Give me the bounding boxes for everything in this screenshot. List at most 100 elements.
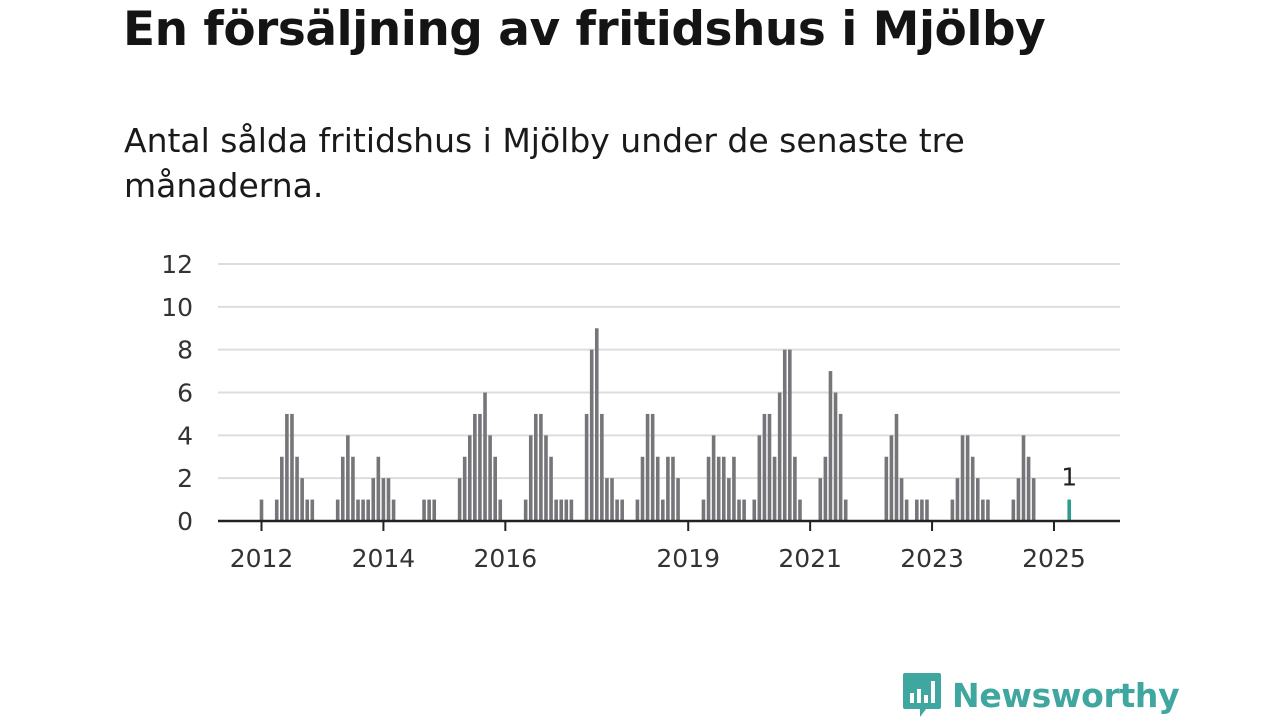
bar: [757, 435, 762, 521]
y-tick-label: 12: [161, 250, 193, 279]
bar: [716, 456, 721, 521]
bar: [381, 478, 386, 521]
bar: [589, 349, 594, 521]
bar: [310, 499, 315, 521]
bar: [798, 499, 802, 521]
y-tick-label: 6: [177, 379, 193, 408]
bar: [650, 413, 655, 521]
bar: [295, 456, 299, 521]
bar: [457, 478, 462, 521]
y-axis-ticks: 0 2 4 6 8 10 12: [161, 250, 193, 536]
bar: [711, 435, 716, 521]
bar: [376, 456, 381, 521]
bar: [305, 499, 310, 521]
bar: [371, 478, 376, 521]
bar: [462, 456, 467, 521]
bar: [290, 413, 294, 521]
bar: [1026, 456, 1031, 521]
bar: [493, 456, 497, 521]
bar: [488, 435, 492, 521]
bar: [361, 499, 365, 521]
bar: [793, 456, 797, 521]
bar: [661, 499, 665, 521]
bar: [767, 413, 772, 521]
bar: [894, 413, 899, 521]
bar: [950, 499, 955, 521]
x-axis-ticks: 2012 2014 2016 2019 2021 2023 2025: [230, 521, 1086, 573]
bars: [259, 328, 1072, 521]
bar: [554, 499, 558, 521]
chart-subtitle: Antal sålda fritidshus i Mjölby under de…: [124, 121, 965, 205]
bar: [981, 499, 985, 521]
bar: [432, 499, 437, 521]
y-tick-label: 10: [161, 293, 193, 322]
bar: [534, 413, 538, 521]
bar: [483, 392, 487, 521]
bar: [539, 413, 543, 521]
bar: [884, 456, 889, 521]
x-tick-label: 2014: [352, 544, 416, 573]
bar: [498, 499, 503, 521]
bar: [833, 392, 838, 521]
bar: [915, 499, 919, 521]
bar: [828, 371, 833, 521]
bar: [818, 478, 823, 521]
bar: [645, 413, 650, 521]
bar: [970, 456, 975, 521]
bar: [772, 456, 777, 521]
bar: [701, 499, 706, 521]
bar: [340, 456, 345, 521]
bar: [732, 456, 736, 521]
bar: [955, 478, 960, 521]
bar: [300, 478, 304, 521]
bar: [788, 349, 792, 521]
bar: [706, 456, 711, 521]
bar: [274, 499, 279, 521]
bar: [422, 499, 426, 521]
bar: [473, 413, 477, 521]
bar: [899, 478, 904, 521]
highlight-bar: [1067, 499, 1072, 521]
y-tick-label: 4: [177, 421, 193, 450]
bar: [671, 456, 675, 521]
bar: [346, 435, 350, 521]
bar: [280, 456, 284, 521]
bar: [1011, 499, 1016, 521]
bar: [605, 478, 609, 521]
bar: [615, 499, 619, 521]
bar: [594, 328, 599, 521]
chart-title: En försäljning av fritidshus i Mjölby: [123, 2, 1046, 57]
bar: [259, 499, 264, 521]
bar: [843, 499, 848, 521]
bar: [427, 499, 431, 521]
bar: [549, 456, 553, 521]
y-tick-label: 2: [177, 464, 193, 493]
bar: [478, 413, 482, 521]
bar: [335, 499, 340, 521]
bar: [889, 435, 894, 521]
x-tick-label: 2023: [900, 544, 964, 573]
x-tick-label: 2016: [474, 544, 538, 573]
bar: [920, 499, 924, 521]
bar: [676, 478, 680, 521]
bar: [285, 413, 289, 521]
bar: [640, 456, 645, 521]
bar: [960, 435, 965, 521]
bar: [986, 499, 990, 521]
bar: [727, 478, 731, 521]
x-tick-label: 2012: [230, 544, 294, 573]
bar: [584, 413, 589, 521]
bar: [356, 499, 360, 521]
bar: [620, 499, 624, 521]
bar: [1021, 435, 1026, 521]
bar: [838, 413, 843, 521]
newsworthy-logo-icon: [903, 673, 941, 717]
bar: [721, 456, 726, 521]
bar: [559, 499, 564, 521]
bar: [600, 413, 604, 521]
highlight-data-label: 1: [1061, 463, 1077, 492]
gridlines: [218, 263, 1120, 480]
y-tick-label: 8: [177, 336, 193, 365]
bar: [655, 456, 660, 521]
